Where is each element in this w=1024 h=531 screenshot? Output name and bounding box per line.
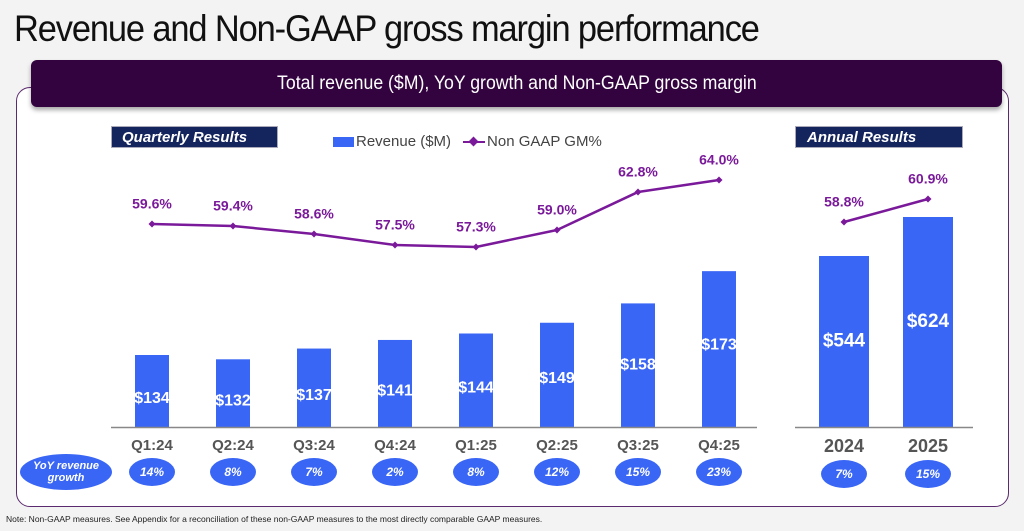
quarterly-results-tag: Quarterly Results — [111, 126, 278, 148]
annual-revenue-label: $624 — [907, 311, 950, 332]
quarterly-gm-label: 59.6% — [132, 196, 172, 212]
annual-gm-label: 58.8% — [824, 194, 864, 210]
quarterly-revenue-bar — [135, 355, 169, 427]
quarterly-revenue-bar — [378, 339, 412, 427]
quarterly-yoy-growth-bubble: 7% — [291, 458, 337, 486]
quarterly-revenue-label: $158 — [620, 356, 656, 373]
quarterly-revenue-label: $173 — [701, 336, 737, 353]
quarterly-yoy-growth-bubble: 8% — [210, 458, 256, 486]
annual-gm-line — [843, 197, 929, 224]
quarterly-gm-label: 57.5% — [375, 217, 415, 233]
legend-gm-line-icon — [463, 137, 486, 147]
footnote: Note: Non-GAAP measures. See Appendix fo… — [6, 514, 543, 524]
quarterly-yoy-growth-bubble: 23% — [696, 458, 742, 486]
quarterly-gm-marker — [148, 220, 156, 228]
quarterly-gm-label: 59.0% — [537, 202, 577, 218]
quarterly-gm-marker — [553, 226, 561, 234]
quarterly-yoy-growth-bubble: 15% — [615, 458, 661, 486]
quarterly-category-label: Q1:25 — [455, 437, 497, 454]
quarterly-category-label: Q2:24 — [212, 437, 254, 454]
legend-revenue-swatch — [333, 136, 354, 147]
quarterly-revenue-label: $149 — [539, 370, 575, 387]
annual-yoy-growth-bubble: 15% — [905, 460, 951, 488]
quarterly-gm-marker — [391, 241, 399, 249]
quarterly-revenue-bar — [540, 322, 574, 427]
annual-gm-marker — [924, 195, 932, 203]
banner-title: Total revenue ($M), YoY growth and Non-G… — [276, 72, 757, 94]
chart-legend: Revenue ($M) Non GAAP GM% — [333, 133, 602, 150]
quarterly-revenue-label: $144 — [458, 379, 494, 396]
quarterly-category-label: Q2:25 — [536, 437, 578, 454]
chart-banner: Total revenue ($M), YoY growth and Non-G… — [31, 60, 1002, 107]
quarterly-category-label: Q1:24 — [131, 437, 173, 454]
quarterly-yoy-growth-bubble: 12% — [534, 458, 580, 486]
quarterly-revenue-label: $132 — [215, 392, 251, 409]
legend-revenue-label: Revenue ($M) — [356, 133, 452, 150]
quarterly-revenue-bar — [297, 348, 331, 427]
quarterly-revenue-bar — [459, 333, 493, 427]
quarterly-gm-marker — [229, 222, 237, 230]
quarterly-gm-line — [151, 178, 720, 249]
annual-yoy-growth-bubble: 7% — [821, 460, 867, 488]
quarterly-revenue-bar — [216, 359, 250, 427]
quarterly-gm-label: 64.0% — [699, 152, 739, 168]
quarterly-category-label: Q4:24 — [374, 437, 416, 454]
quarterly-category-label: Q3:25 — [617, 437, 659, 454]
quarterly-yoy-growth-bubble: 8% — [453, 458, 499, 486]
quarterly-revenue-bar — [621, 303, 655, 427]
quarterly-gm-marker — [715, 176, 723, 184]
page-title: Revenue and Non-GAAP gross margin perfor… — [14, 8, 760, 49]
quarterly-revenue-bar — [702, 271, 736, 427]
quarterly-yoy-growth-bubble: 2% — [372, 458, 418, 486]
quarterly-gm-label: 58.6% — [294, 206, 334, 222]
quarterly-revenue-label: $137 — [296, 387, 332, 404]
annual-revenue-label: $544 — [823, 331, 866, 352]
annual-gm-label: 60.9% — [908, 171, 948, 187]
quarterly-revenue-label: $134 — [134, 390, 170, 407]
annual-gm-marker — [840, 218, 848, 226]
quarterly-gm-label: 62.8% — [618, 164, 658, 180]
annual-category-label: 2024 — [824, 436, 864, 456]
quarterly-category-label: Q4:25 — [698, 437, 740, 454]
yoy-growth-label-bubble: YoY revenue growth — [20, 454, 112, 490]
annual-category-label: 2025 — [908, 436, 948, 456]
quarterly-gm-label: 57.3% — [456, 219, 496, 235]
annual-revenue-bar — [819, 256, 869, 427]
quarterly-gm-marker — [310, 230, 318, 238]
quarterly-yoy-growth-bubble: 14% — [129, 458, 175, 486]
annual-results-tag: Annual Results — [795, 126, 963, 148]
quarterly-gm-marker — [472, 243, 480, 251]
annual-revenue-bar — [903, 217, 953, 427]
quarterly-gm-marker — [634, 188, 642, 196]
quarterly-gm-label: 59.4% — [213, 198, 253, 214]
legend-gm-label: Non GAAP GM% — [487, 133, 602, 150]
quarterly-revenue-label: $141 — [377, 383, 413, 400]
quarterly-category-label: Q3:24 — [293, 437, 335, 454]
